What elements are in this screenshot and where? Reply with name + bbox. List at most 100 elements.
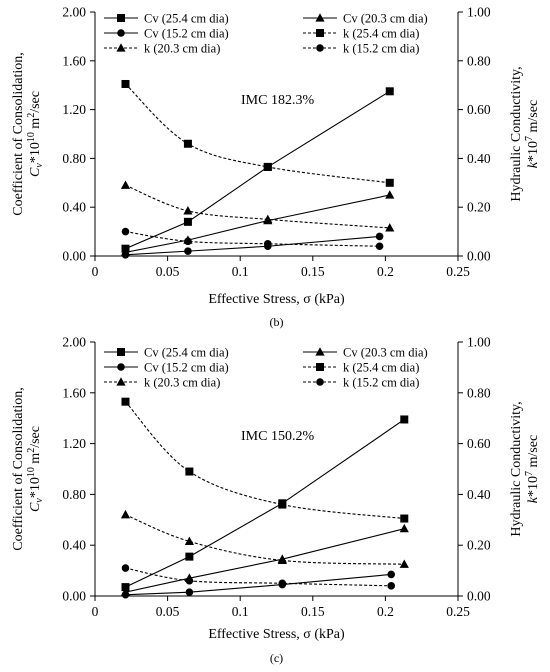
legend-label: k (25.4 cm dia) xyxy=(343,361,419,375)
legend-label: k (15.2 cm dia) xyxy=(343,376,419,390)
x-tick-label: 0 xyxy=(92,604,99,619)
x-tick-label: 0.05 xyxy=(156,604,180,619)
data-point xyxy=(121,583,130,592)
legend-marker xyxy=(117,29,125,37)
x-tick-label: 0.05 xyxy=(156,264,180,279)
series-line xyxy=(125,184,390,229)
chart-b: 0 0.05 0.1 0.15 0.2 0.250.000.400.801.201.602… xyxy=(11,5,541,330)
y-right-title-line1: Hydraulic Conductivity, xyxy=(509,401,524,536)
legend-label: k (20.3 cm dia) xyxy=(144,376,220,390)
legend-label: Cv (25.4 cm dia) xyxy=(144,346,229,360)
data-point xyxy=(263,214,273,223)
annotation: IMC 182.3% xyxy=(241,93,314,108)
x-axis-title: Effective Stress, σ (kPa) xyxy=(208,292,345,307)
series-line xyxy=(125,401,405,520)
y-left-tick-label: 0.80 xyxy=(62,487,86,502)
series-line xyxy=(125,235,380,256)
series-cv-20-3-cm-dia xyxy=(120,190,395,256)
series-k-15-2-cm-dia xyxy=(121,564,396,590)
y-right-tick-label: 0.20 xyxy=(467,200,491,215)
series-k-25-4-cm-dia xyxy=(121,397,409,523)
annotation: IMC 150.2% xyxy=(241,429,314,444)
series-line xyxy=(125,573,392,596)
y-left-tick-label: 0.00 xyxy=(62,589,86,604)
y-right-tick-label: 1.00 xyxy=(467,5,491,20)
legend-marker xyxy=(315,13,325,22)
data-point xyxy=(184,237,192,246)
data-point xyxy=(375,232,384,241)
x-tick-label: 0 xyxy=(92,264,99,279)
series-k-25-4-cm-dia xyxy=(121,79,394,187)
data-point xyxy=(385,190,395,199)
legend-label: Cv (15.2 cm dia) xyxy=(144,361,229,375)
data-point xyxy=(184,536,194,545)
series-line xyxy=(125,194,390,253)
x-tick-label: 0.15 xyxy=(301,264,325,279)
series-cv-25-4-cm-dia xyxy=(121,87,394,253)
data-point xyxy=(399,523,409,533)
data-point xyxy=(121,79,130,88)
data-point xyxy=(385,178,394,187)
series-k-15-2-cm-dia xyxy=(121,227,384,251)
x-tick-label: 0.2 xyxy=(377,264,394,279)
x-tick-label: 0.25 xyxy=(446,604,470,619)
data-point xyxy=(278,500,287,509)
data-point xyxy=(184,247,192,255)
series-k-20-3-cm-dia xyxy=(120,509,409,568)
y-left-tick-label: 0.00 xyxy=(62,249,86,264)
series-line xyxy=(125,83,390,184)
data-point xyxy=(183,206,193,215)
y-right-tick-label: 0.60 xyxy=(467,436,491,451)
data-point xyxy=(121,564,130,572)
y-left-tick-label: 0.80 xyxy=(62,151,86,166)
series-line xyxy=(125,231,380,247)
data-point xyxy=(183,139,192,148)
y-right-tick-label: 0.00 xyxy=(467,249,491,264)
x-tick-label: 0.2 xyxy=(377,604,394,619)
y-left-tick-label: 0.40 xyxy=(62,538,86,553)
y-left-tick-label: 1.60 xyxy=(62,385,86,400)
data-point xyxy=(375,242,384,251)
legend: Cv (25.4 cm dia) Cv (20.3 cm dia) Cv (15.2… xyxy=(104,12,428,56)
y-right-tick-label: 0.60 xyxy=(467,102,491,117)
data-point xyxy=(263,162,272,171)
y-right-tick-label: 0.00 xyxy=(467,589,491,604)
y-right-title-line2: k*107 m/sec xyxy=(524,435,541,503)
y-left-tick-label: 1.60 xyxy=(62,53,86,68)
x-tick-label: 0.15 xyxy=(301,604,325,619)
legend-marker xyxy=(316,363,324,371)
legend-label: k (25.4 cm dia) xyxy=(343,27,419,41)
y-left-title-line2: Cv*1010 m2/sec xyxy=(26,426,45,512)
data-point xyxy=(121,250,130,259)
legend-marker xyxy=(316,29,324,37)
legend-marker xyxy=(315,347,325,356)
x-axis-title: Effective Stress, σ (kPa) xyxy=(208,627,345,642)
legend-marker xyxy=(117,348,125,356)
y-left-title-line1: Coefficient of Consolidation, xyxy=(11,387,26,550)
x-tick-label: 0.25 xyxy=(446,264,470,279)
legend-label: k (20.3 cm dia) xyxy=(144,42,220,56)
y-right-tick-label: 0.80 xyxy=(467,385,491,400)
legend-marker xyxy=(316,378,324,386)
data-point xyxy=(185,576,194,585)
series-line xyxy=(125,90,391,250)
x-tick-label: 0.1 xyxy=(232,604,249,619)
caption: (c) xyxy=(270,651,283,665)
legend-marker xyxy=(116,377,126,386)
y-right-title-line2: k*107 m/sec xyxy=(524,100,541,168)
data-point xyxy=(385,87,394,96)
data-point xyxy=(185,588,194,596)
legend-label: k (15.2 cm dia) xyxy=(343,42,419,56)
series-line xyxy=(125,419,405,588)
y-left-tick-label: 1.20 xyxy=(62,436,86,451)
y-right-tick-label: 0.80 xyxy=(467,53,491,68)
y-left-tick-label: 2.00 xyxy=(62,335,86,350)
y-right-tick-label: 0.40 xyxy=(467,487,491,502)
series-line xyxy=(125,567,392,587)
y-right-tick-label: 0.40 xyxy=(467,151,491,166)
series-line xyxy=(125,514,405,565)
data-point xyxy=(120,509,131,519)
x-tick-label: 0.1 xyxy=(232,264,249,279)
data-point xyxy=(387,582,396,590)
